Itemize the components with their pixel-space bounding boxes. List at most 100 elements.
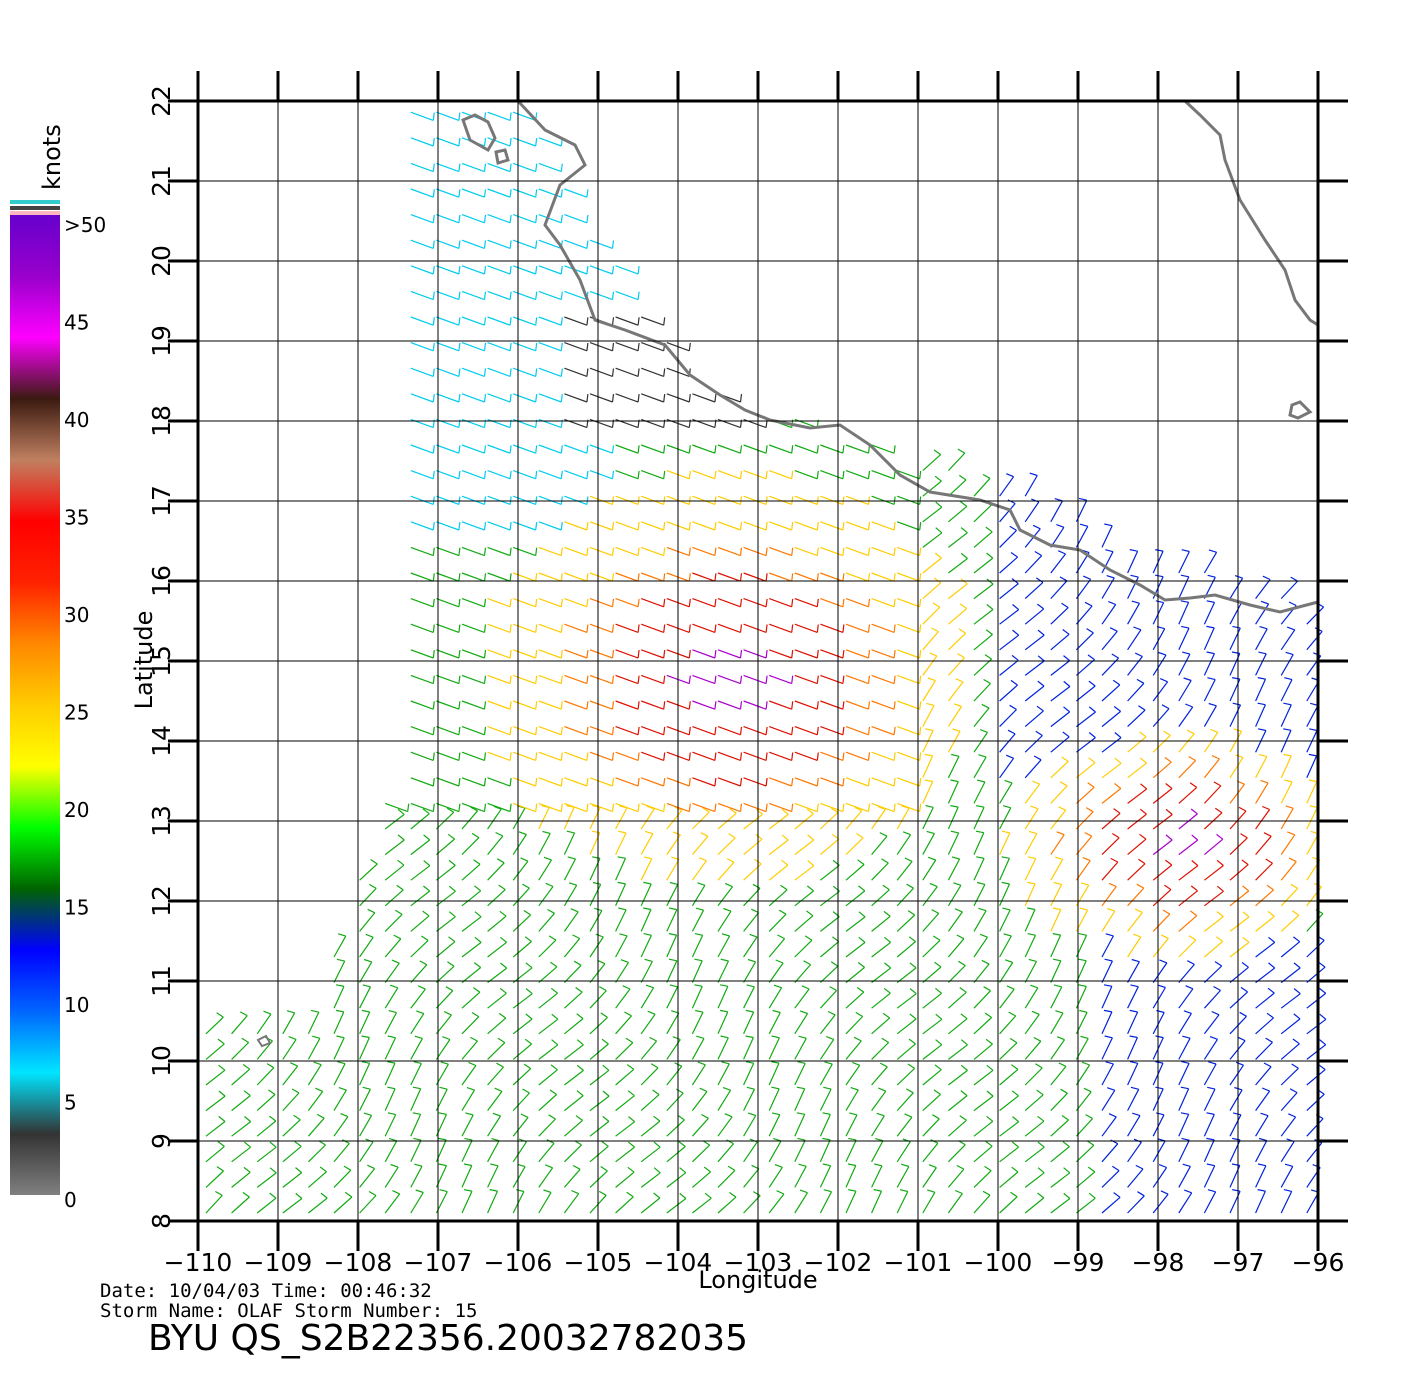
wind-barb [794,1038,807,1060]
wind-barb [564,342,588,352]
wind-barb-feather [935,501,943,508]
wind-barb [845,1165,857,1188]
wind-barb-feather [1159,959,1168,964]
wind-barb-feather [985,629,993,635]
wind-barb [973,1043,993,1060]
colorbar-top-swatch-2 [10,206,60,210]
wind-barb-feather [672,831,681,836]
wind-barb-feather [637,547,640,556]
longitude-tick: −97 [1212,1248,1265,1277]
wind-barb-feather [960,552,968,559]
wind-barb-feather [893,624,896,633]
wind-barb [333,960,346,983]
wind-barb-feather [244,1116,252,1123]
wind-barb-feather [919,547,922,556]
wind-barb-feather [560,522,563,531]
wind-barb-feather [483,650,487,659]
wind-barb [564,598,588,608]
wind-barb [410,623,434,633]
wind-barb-feather [954,908,963,913]
wind-barb [1024,1120,1045,1137]
wind-barb-feather [824,1061,833,1065]
wind-barb-feather [904,1113,913,1118]
wind-barb-feather [560,598,563,607]
wind-barb-feather [458,368,461,377]
wind-barb-feather [601,1038,609,1045]
wind-barb-feather [432,598,435,607]
wind-barb-feather [1086,1140,1095,1146]
wind-barb [691,1117,709,1137]
wind-barb [1076,685,1096,702]
wind-barb [1255,704,1266,727]
wind-barb [794,623,818,633]
wind-barb [794,546,818,557]
wind-barb-feather [1104,958,1113,962]
wind-barb [896,1141,911,1163]
colorbar-label: 35 [64,506,89,530]
wind-barb-feather [852,1061,860,1066]
wind-barb-feather [1134,652,1143,658]
wind-barb [1306,913,1324,932]
wind-barb [1255,678,1267,702]
wind-barb-feather [893,445,896,454]
wind-barb-feather [1160,1190,1169,1195]
wind-barb-feather [1182,1163,1191,1167]
wind-barb [896,1067,916,1086]
wind-barb-feather [336,958,345,962]
wind-barb-feather [702,807,710,813]
wind-barb [871,992,891,1009]
wind-barb-feather [1308,753,1317,757]
wind-barb-feather [440,1061,449,1065]
wind-barb-feather [643,907,652,911]
wind-barb-feather [1085,807,1094,813]
wind-barb [563,938,581,958]
wind-barb-feather [397,859,405,866]
wind-barb [487,1165,499,1188]
wind-barb-feather [1262,575,1271,581]
wind-barb-feather [842,752,845,761]
wind-barb [999,1196,1018,1214]
wind-barb-feather [1291,910,1300,916]
wind-barb [717,649,741,659]
wind-barb [871,649,895,659]
wind-barb [563,964,582,984]
wind-barb-feather [432,394,435,403]
wind-barb-feather [1234,575,1243,579]
wind-barb [1024,1146,1045,1163]
wind-barb-feather [1130,574,1139,578]
wind-barb [768,1012,781,1035]
wind-barb-feather [1188,755,1196,762]
wind-barb [743,1062,755,1086]
wind-barb [461,546,485,557]
wind-barb-feather [492,1112,501,1117]
wind-barb [973,504,992,523]
wind-barb-feather [458,394,461,403]
wind-barb-feather [842,650,845,659]
wind-barb [1101,604,1117,625]
wind-barb [538,751,562,761]
wind-barb-feather [1033,1036,1042,1042]
wind-barb [768,802,792,813]
wind-barb [820,777,844,787]
wind-barb-feather [724,882,733,888]
wind-barb [640,674,664,685]
latitude-tick: 8 [147,1213,176,1229]
wind-barb [1050,785,1068,804]
wind-barb-feather [1037,1167,1045,1174]
wind-barb-feather [985,526,993,533]
wind-barb [999,1095,1019,1112]
wind-barb-feather [822,1112,831,1115]
wind-barb [845,649,869,659]
wind-barb [538,886,554,907]
longitude-tick: −98 [1132,1248,1185,1277]
wind-barb-feather [1131,958,1140,963]
wind-barb [896,1043,916,1060]
wind-barb-feather [663,650,666,659]
wind-barb-feather [1001,856,1010,859]
wind-barb [359,1195,377,1214]
wind-barb [692,674,716,685]
wind-barb [1152,734,1171,753]
wind-barb-feather [1052,907,1061,911]
wind-barb [1255,941,1276,958]
wind-barb-feather [796,1112,805,1115]
